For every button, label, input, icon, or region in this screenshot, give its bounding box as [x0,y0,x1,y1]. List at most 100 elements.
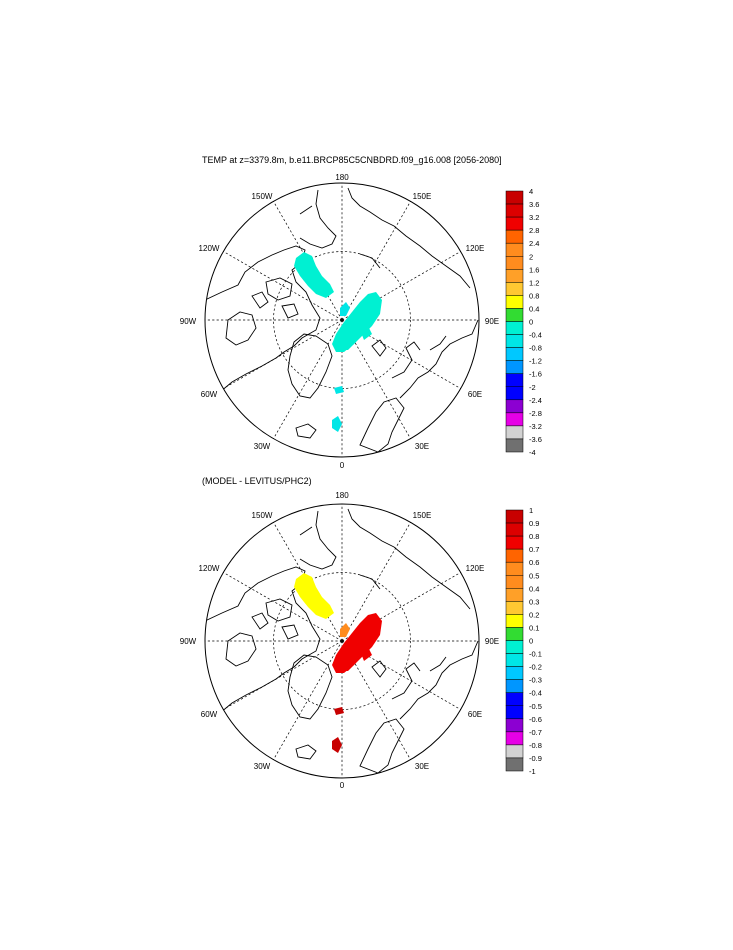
colorbar-box [505,438,524,453]
patch-greenland-sea [332,416,342,432]
lon-label-150e: 150E [413,192,432,201]
coast-hudson [225,311,257,346]
colorbar-label: 0.5 [529,571,539,580]
coast-eurasia [391,319,479,399]
colorbar-label: -0.3 [529,676,542,685]
coast-scandinavia [359,718,405,774]
colorbar-label: 3.6 [529,200,539,209]
coast-hudson [225,632,257,667]
coast-north-america [205,566,321,722]
colorbar-box [505,575,524,589]
lon-label-60e: 60E [468,390,482,399]
meridian-30w [273,319,343,439]
colorbar-label: 0.8 [529,291,539,300]
lon-label-150e: 150E [413,511,432,520]
colorbar-box [505,386,524,401]
colorbar-label: 0.4 [529,584,539,593]
meridian-120w [223,572,343,642]
patch-canada-basin [294,252,334,298]
colorbar-label: -2 [529,383,536,392]
coast-alaska [299,510,337,570]
colorbar-box [505,679,524,693]
meridian-60w [223,319,343,389]
colorbar-label: -0.8 [529,741,542,750]
colorbar-label: -2.8 [529,409,542,418]
lon-label-0: 0 [340,781,345,790]
colorbar-label: 0.2 [529,610,539,619]
colorbar-label: 1 [529,506,533,515]
lon-label-120e: 120E [466,244,485,253]
colorbar-label: 2.4 [529,239,539,248]
lon-label-0: 0 [340,461,345,470]
colorbar-box [505,399,524,414]
colorbar-label: 0.1 [529,623,539,632]
meridian-150w [273,522,343,642]
colorbar-label: -1.6 [529,370,542,379]
panel-top-graticule [205,183,479,457]
colorbar-box [505,203,524,218]
colorbar-box [505,601,524,615]
colorbar-box [505,190,524,205]
meridian-120w [223,251,343,321]
colorbar-box [505,718,524,733]
colorbar-label: -4 [529,448,536,457]
colorbar-label: 0.3 [529,597,539,606]
patch-lomonosov [338,657,356,671]
meridian-150w [273,201,343,321]
lon-label-150w: 150W [252,511,273,520]
colorbar-box [505,561,524,576]
panel-top-map-border [204,182,480,458]
colorbar-label: 0 [529,637,533,646]
coast-arctic-islands [251,267,313,319]
patch-eurasian-basin [332,613,382,673]
lon-label-30e: 30E [415,762,429,771]
lon-label-90w: 90W [180,637,197,646]
colorbar-box [505,522,524,537]
colorbar-label: -1 [529,767,536,776]
colorbar-box [505,535,524,550]
lon-label-90w: 90W [180,317,197,326]
colorbar-label: -3.6 [529,435,542,444]
coast-greenland [287,654,333,720]
colorbar-label: 0.7 [529,545,539,554]
lon-label-30w: 30W [254,762,271,771]
colorbar-box [505,757,524,772]
panel-bottom: (MODEL - LEVITUS/PHC2) [180,476,542,790]
panel-top-coastlines [205,187,479,453]
patch-canada-basin [294,573,334,619]
colorbar-box [505,666,524,680]
colorbar-box [505,653,524,667]
colorbar-box [505,509,524,524]
panel-bottom-map [205,504,479,778]
lon-label-180: 180 [335,173,349,182]
colorbar-label: -0.1 [529,650,542,659]
panel-top-title: TEMP at z=3379.8m, b.e11.BRCP85C5CNBDRD.… [202,155,502,165]
colorbar-box [505,425,524,440]
patch-makarov [340,302,350,316]
colorbar-box [505,321,524,335]
panel-top-lon-labels: 180 150E 120E 90E 60E 30E 0 30W 60W 90W … [180,173,499,470]
patch-greenland-sea [332,737,342,753]
colorbar-box [505,282,524,296]
colorbar-label: -0.4 [529,689,542,698]
colorbar-label: 1.6 [529,265,539,274]
colorbar-box [505,705,524,720]
lon-label-120e: 120E [466,564,485,573]
colorbar-label: 3.2 [529,213,539,222]
panel-bottom-lon-labels: 180 150E 120E 90E 60E 30E 0 30W 60W 90W … [180,491,499,790]
lon-label-120w: 120W [199,244,220,253]
colorbar-label: 2 [529,252,533,261]
colorbar-box [505,256,524,270]
colorbar-box [505,614,524,628]
colorbar-label: 0 [529,318,533,327]
colorbar-box [505,295,524,309]
panel-bottom-graticule [205,504,479,778]
colorbar-box [505,744,524,759]
colorbar-label: -0.6 [529,715,542,724]
colorbar-label: 4 [529,187,533,196]
meridian-30w [273,640,343,760]
colorbar-label: -0.9 [529,754,542,763]
panel-bottom-map-border [204,503,480,779]
colorbar-label: -0.5 [529,702,542,711]
colorbar-box [505,229,524,244]
